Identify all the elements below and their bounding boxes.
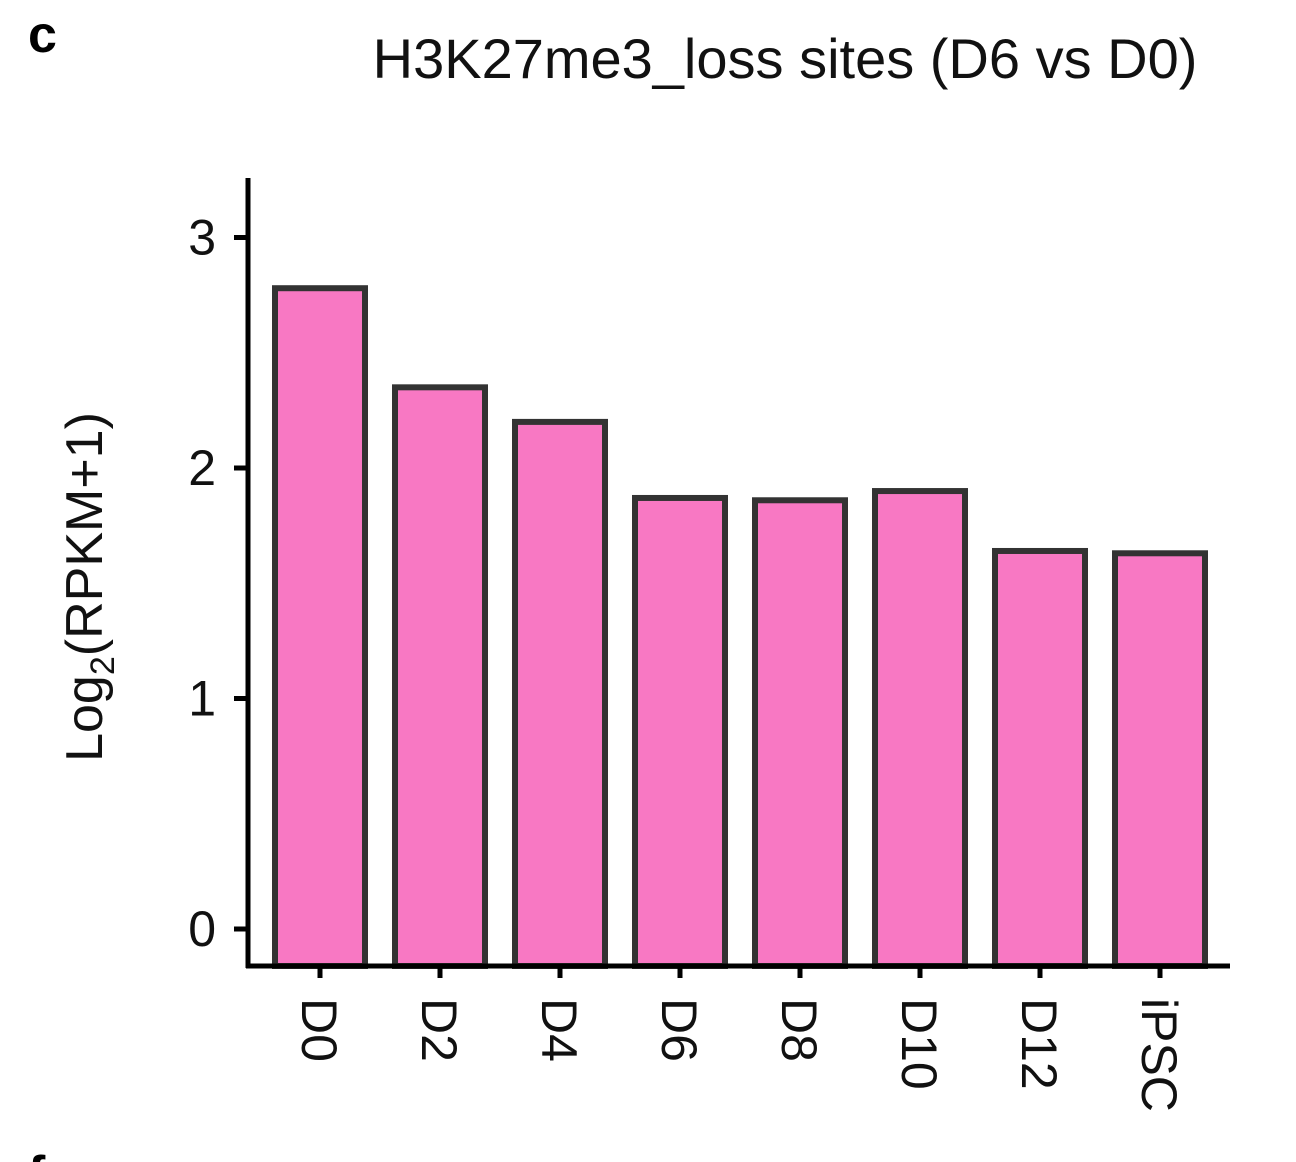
y-tick-label: 0 (188, 901, 216, 957)
bar-d0 (272, 285, 368, 969)
x-axis-ticks: D0 D2 D4 D6 D8 D10 D12 iPSC (291, 966, 1187, 1112)
x-tick-label: D0 (291, 998, 347, 1062)
chart-title: H3K27me3_loss sites (D6 vs D0) (373, 27, 1198, 90)
y-tick-label: 2 (188, 440, 216, 496)
bar-d6 (632, 494, 728, 969)
next-panel-label: f (28, 1146, 46, 1162)
x-tick-label: D10 (891, 998, 947, 1090)
y-axis-label-subscript: 2 (84, 656, 122, 675)
x-tick-label: D8 (771, 998, 827, 1062)
x-tick-label: D2 (411, 998, 467, 1062)
y-axis-label: Log2(RPKM+1) (56, 412, 122, 762)
y-tick-label: 3 (188, 210, 216, 266)
y-tick-label: 1 (188, 671, 216, 727)
y-axis-ticks: 0 1 2 3 (188, 210, 248, 957)
panel-label: c (28, 6, 57, 64)
bar-ipsc (1112, 550, 1208, 969)
bar-d4 (512, 418, 608, 969)
bar-d12 (992, 547, 1088, 969)
x-tick-label: D4 (531, 998, 587, 1062)
y-axis-label-rest: (RPKM+1) (56, 412, 114, 656)
bar-d2 (392, 384, 488, 969)
x-tick-label: D12 (1011, 998, 1067, 1090)
y-axis-label-main: Log (56, 675, 114, 762)
x-tick-label: D6 (651, 998, 707, 1062)
x-tick-label: iPSC (1131, 998, 1187, 1112)
bars-group (272, 285, 1208, 969)
bar-d10 (872, 488, 968, 969)
bar-d8 (752, 497, 848, 969)
